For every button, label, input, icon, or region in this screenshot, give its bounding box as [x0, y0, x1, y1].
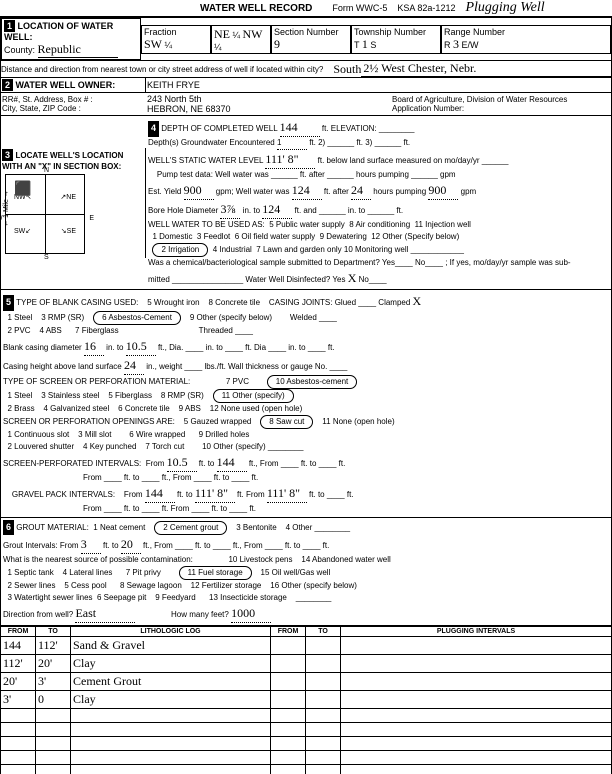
owner-label: WATER WELL OWNER: — [16, 80, 116, 90]
fraction-1[interactable]: SW — [144, 37, 162, 51]
owner-city[interactable]: HEBRON, NE 68370 — [147, 104, 231, 114]
fraction-3[interactable]: NW — [243, 27, 263, 41]
casing-used[interactable]: 6 Asbestos-Cement — [93, 311, 181, 325]
distance-city[interactable]: 2½ West Chester, Nebr. — [361, 61, 611, 77]
range[interactable]: 3 — [453, 37, 459, 51]
grout-material[interactable]: 2 Cement grout — [154, 521, 227, 535]
perf-from[interactable]: 10.5 — [167, 453, 197, 472]
opening-sawcut[interactable]: 8 Saw cut — [260, 415, 313, 429]
section-6: 6 — [3, 520, 14, 536]
fraction-2[interactable]: NE — [214, 27, 230, 41]
distance-dir[interactable]: South — [333, 62, 361, 77]
gravel-from[interactable]: 144 — [145, 484, 175, 503]
section-number[interactable]: 9 — [274, 37, 280, 51]
after-hrs[interactable]: 24 — [351, 181, 371, 200]
header-note: Plugging Well — [465, 0, 544, 16]
section-1: 1 — [4, 20, 15, 32]
log-row: 112' 20' Clay — [1, 655, 612, 673]
appnum-label: Application Number: — [392, 104, 464, 113]
contamination[interactable]: 11 Fuel storage — [179, 566, 252, 580]
joint-clamped[interactable]: X — [413, 294, 422, 308]
form-title: WATER WELL RECORD — [200, 3, 312, 14]
depth-enc[interactable]: 1 — [277, 137, 307, 150]
depth-completed[interactable]: 144 — [280, 118, 320, 137]
owner-name[interactable]: KEITH FRYE — [147, 80, 200, 90]
grout-to[interactable]: 20 — [121, 535, 141, 554]
perf-to[interactable]: 144 — [217, 453, 247, 472]
bore-dia[interactable]: 3⅞ — [220, 200, 240, 219]
disinfected[interactable]: X — [348, 271, 357, 285]
board-label: Board of Agriculture, Division of Water … — [392, 95, 567, 104]
direction[interactable]: East — [75, 604, 135, 623]
grout-from[interactable]: 3 — [81, 535, 101, 554]
township[interactable]: 1 — [362, 37, 368, 51]
casing-dia[interactable]: 16 — [84, 337, 104, 356]
casing-to[interactable]: 10.5 — [126, 337, 156, 356]
log-row: 20' 3' Cement Grout — [1, 673, 612, 691]
location-grid[interactable]: NW↖ ↗NE SW↙ ↘SE W E N S ← 1 Mile → ⬛ — [5, 174, 85, 254]
owner-address[interactable]: 243 North 5th — [147, 94, 202, 104]
casing-height[interactable]: 24 — [124, 356, 144, 375]
static-level[interactable]: 111' 8" — [265, 150, 315, 169]
bore-to[interactable]: 124 — [262, 200, 292, 219]
section-4: 4 — [148, 121, 159, 137]
section-3: 3 — [2, 149, 13, 161]
gravel-from2[interactable]: 111' 8" — [267, 484, 307, 503]
locate-label: LOCATE WELL'S LOCATION WITH AN "X" IN SE… — [2, 151, 123, 171]
est-yield[interactable]: 900 — [184, 181, 214, 200]
pumping-gpm[interactable]: 900 — [428, 181, 458, 200]
log-row: 144 112' Sand & Gravel — [1, 637, 612, 655]
screen-material[interactable]: 10 Asbestos-cement — [267, 375, 357, 389]
county-field[interactable]: Republic — [38, 42, 118, 58]
distance-label: Distance and direction from nearest town… — [1, 65, 323, 74]
lithologic-log-table: FROM TO LITHOLOGIC LOG FROM TO PLUGGING … — [0, 626, 612, 774]
location-label: LOCATION OF WATER WELL: — [4, 21, 113, 42]
section-2: 2 — [2, 79, 13, 91]
well-water[interactable]: 124 — [292, 181, 322, 200]
section-5: 5 — [3, 295, 14, 311]
log-row: 3' 0 Clay — [1, 691, 612, 709]
how-many-feet[interactable]: 1000 — [231, 604, 271, 623]
gravel-to[interactable]: 111' 8" — [195, 484, 235, 503]
ksa-number: KSA 82a-1212 — [397, 3, 455, 13]
form-number: Form WWC-5 — [332, 3, 387, 13]
screen-other[interactable]: 11 Other (specify) — [213, 389, 294, 403]
use-irrigation[interactable]: 2 Irrigation — [152, 243, 208, 257]
